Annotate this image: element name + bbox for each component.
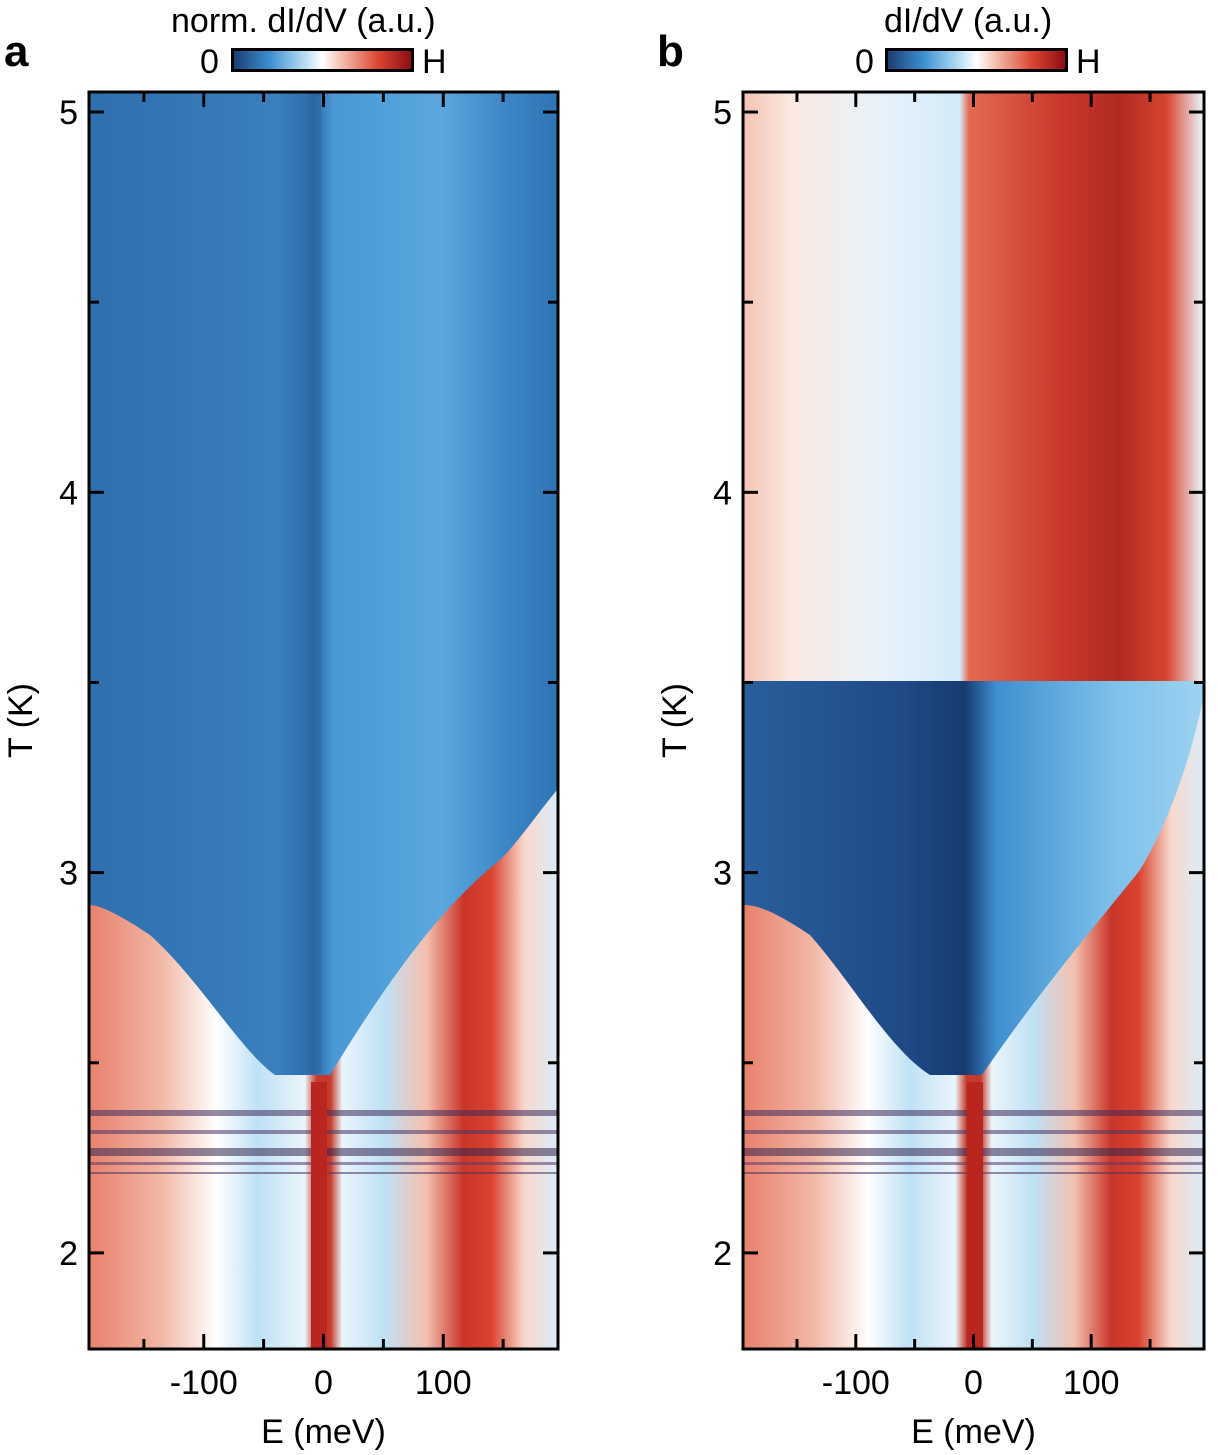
y-tick-label-a-2: 2: [59, 1235, 78, 1273]
heatmap-b-high-T-region: [744, 93, 1203, 681]
y-axis-label-b: T (K): [656, 683, 694, 758]
colorbar-max-label-b: H: [1076, 43, 1101, 81]
colorbar-title-a: norm. dI/dV (a.u.): [171, 2, 436, 40]
y-tick-label-a-4: 4: [59, 474, 78, 512]
heatmap-panel-b: [744, 93, 1203, 1348]
colorbar-b: [885, 48, 1068, 72]
plot-frame-b: [741, 90, 1206, 1351]
x-axis-label-b: E (meV): [911, 1413, 1036, 1451]
colorbar-title-b: dI/dV (a.u.): [884, 2, 1053, 40]
heatmap-panel-a: [90, 93, 557, 1348]
x-tick-label-a-0: 0: [314, 1364, 333, 1402]
x-tick-label-b--100: -100: [822, 1364, 890, 1402]
heatmap-b-gap-region: [744, 681, 1203, 1075]
x-tick-label-b-0: 0: [964, 1364, 983, 1402]
x-axis-label-a: E (meV): [261, 1413, 386, 1451]
heatmap-a-gap-region: [90, 93, 557, 1075]
colorbar-min-label-a: 0: [200, 43, 219, 81]
x-tick-label-a-100: 100: [415, 1364, 472, 1402]
heatmap-a-zero-bias-stripe: [309, 93, 321, 1073]
y-tick-label-b-2: 2: [713, 1235, 732, 1273]
x-tick-label-a--100: -100: [170, 1364, 238, 1402]
colorbar-min-label-b: 0: [855, 43, 874, 81]
y-tick-label-a-3: 3: [59, 855, 78, 893]
y-tick-label-b-4: 4: [713, 474, 732, 512]
y-tick-label-a-5: 5: [59, 94, 78, 132]
y-tick-label-b-5: 5: [713, 94, 732, 132]
colorbar-a: [231, 48, 414, 72]
y-axis-label-a: T (K): [2, 683, 40, 758]
plot-frame-a: [87, 90, 560, 1351]
heatmap-b-zero-bias-peak: [967, 1082, 983, 1348]
y-tick-label-b-3: 3: [713, 855, 732, 893]
axes-layer: -100 0 100 2 3 4 5 E (meV) T (K) -100 0 100 2 3 4 5 E (m…: [2, 93, 1203, 1451]
x-tick-label-b-100: 100: [1063, 1364, 1120, 1402]
heatmap-a-zero-bias-peak: [311, 1082, 327, 1348]
colorbar-max-label-a: H: [422, 43, 447, 81]
panel-letter-a: a: [4, 27, 29, 76]
panel-letter-b: b: [657, 27, 684, 76]
